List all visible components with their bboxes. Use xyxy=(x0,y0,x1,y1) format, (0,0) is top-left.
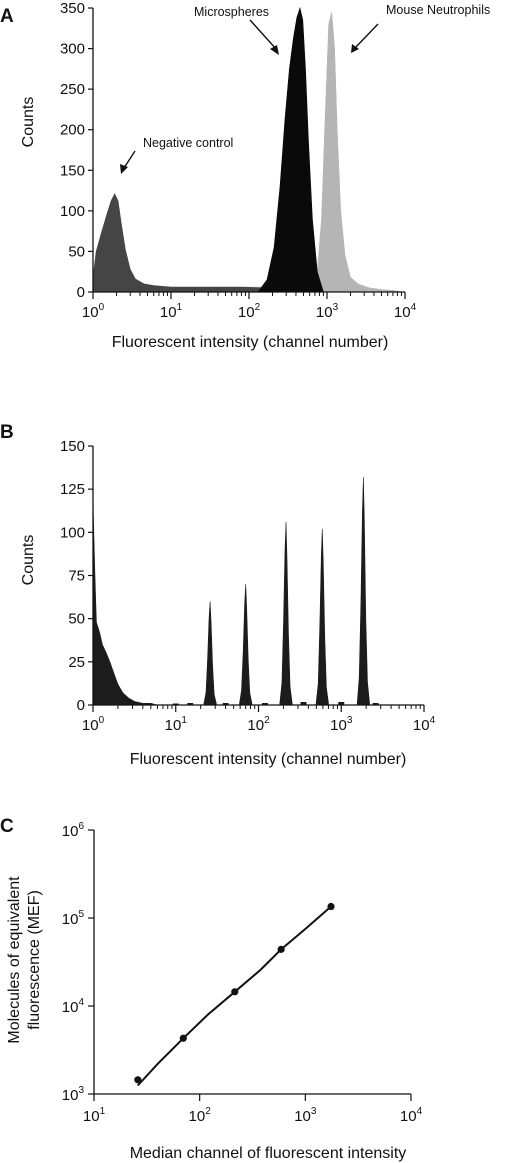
annotation-mouse-neutrophils: Mouse Neutrophils xyxy=(386,3,490,17)
y-tick-label: 250 xyxy=(60,81,85,98)
annotation-negative-control-arrowhead xyxy=(120,164,128,174)
y-tick-label: 350 xyxy=(60,0,85,17)
histogram-microspheres xyxy=(257,6,324,293)
y-tick-label: 50 xyxy=(68,611,85,628)
annotation-negative-control: Negative control xyxy=(143,136,233,150)
panel-b-series xyxy=(92,477,379,706)
calibration-point-5 xyxy=(327,902,335,911)
panel-c-series xyxy=(134,902,335,1087)
x-tick-label: 100 xyxy=(82,302,105,321)
baseline-noise-3 xyxy=(222,703,229,705)
y-tick-label: 104 xyxy=(62,997,85,1016)
panel-c-x-axis-title: Median channel of fluorescent intensity xyxy=(130,1145,407,1162)
annotation-mouse-neutrophils-arrowhead xyxy=(351,44,359,53)
x-tick-label: 101 xyxy=(160,302,183,321)
y-tick-label: 75 xyxy=(68,568,85,585)
y-tick-label: 150 xyxy=(60,438,85,455)
panel-b-axes: 0 25 50 75 100 125 150 100 101 102 103 104 xyxy=(60,438,436,734)
bead-peak-1 xyxy=(203,601,217,706)
panel-a-y-axis-title: Counts xyxy=(20,97,37,148)
x-tick-label: 102 xyxy=(189,1106,212,1125)
x-tick-label: 104 xyxy=(400,1106,423,1125)
panel-a-letter: A xyxy=(0,6,14,27)
y-tick-label: 0 xyxy=(77,697,85,714)
x-tick-label: 101 xyxy=(83,1106,106,1125)
panel-c-letter: C xyxy=(0,816,14,837)
panel-c-y-axis-title-line1: Molecules of equivalent xyxy=(6,876,23,1044)
x-tick-label: 103 xyxy=(316,302,339,321)
calibration-point-4 xyxy=(277,945,285,953)
histogram-negative-control xyxy=(92,193,263,293)
x-tick-label: 103 xyxy=(294,1106,317,1125)
baseline-noise-6 xyxy=(338,702,345,705)
panel-b-x-axis-title: Fluorescent intensity (channel number) xyxy=(130,751,407,768)
panel-c: C 103 104 105 106 101 102 103 104 Molecules of … xyxy=(0,816,423,1162)
annotation-mouse-neutrophils-arrow xyxy=(354,23,379,49)
panel-a-axes: 0 50 100 150 200 250 300 350 100 101 102 103 104 xyxy=(60,0,417,321)
x-tick-label: 104 xyxy=(394,302,417,321)
calibration-fit-line xyxy=(137,905,332,1087)
baseline-noise-4 xyxy=(262,703,269,705)
x-tick-label: 104 xyxy=(413,715,436,734)
x-tick-label: 102 xyxy=(247,715,270,734)
panel-b-letter: B xyxy=(0,422,14,443)
panel-a: A 0 50 100 150 200 250 300 350 100 101 102 103 104 C… xyxy=(0,0,490,351)
y-tick-label: 50 xyxy=(68,243,85,260)
annotation-microspheres-arrow xyxy=(249,19,278,51)
annotation-microspheres-arrowhead xyxy=(270,45,279,55)
panel-c-axes: 103 104 105 106 101 102 103 104 xyxy=(62,821,423,1125)
y-tick-label: 100 xyxy=(60,203,85,220)
y-tick-label: 125 xyxy=(60,481,85,498)
x-tick-label: 100 xyxy=(82,715,105,734)
baseline-noise-1 xyxy=(172,703,179,705)
bead-peak-3 xyxy=(279,521,293,706)
annotation-microspheres: Microspheres xyxy=(194,5,269,19)
y-tick-label: 300 xyxy=(60,41,85,58)
y-tick-label: 200 xyxy=(60,122,85,139)
bead-peak-5 xyxy=(356,477,370,706)
y-tick-label: 105 xyxy=(62,909,85,928)
panel-a-series xyxy=(92,6,404,293)
y-tick-label: 0 xyxy=(77,284,85,301)
y-tick-label: 100 xyxy=(60,524,85,541)
y-tick-label: 25 xyxy=(68,654,85,671)
bead-peak-4 xyxy=(315,528,329,706)
x-tick-label: 102 xyxy=(238,302,261,321)
y-tick-label: 106 xyxy=(62,821,85,840)
calibration-point-3 xyxy=(231,988,239,996)
y-tick-label: 150 xyxy=(60,162,85,179)
baseline-noise-2 xyxy=(187,703,194,705)
calibration-point-1 xyxy=(134,1076,142,1084)
y-tick-label: 103 xyxy=(62,1085,85,1104)
calibration-point-2 xyxy=(179,1034,187,1042)
x-tick-label: 101 xyxy=(165,715,188,734)
panel-c-y-axis-title-line2: fluorescence (MEF) xyxy=(26,890,43,1030)
panel-b: B 0 25 50 75 100 125 150 100 101 102 103 104 Counts… xyxy=(0,422,436,768)
histogram-negative-beads xyxy=(92,501,158,706)
annotation-negative-control-arrow xyxy=(123,150,136,169)
baseline-noise-7 xyxy=(372,703,379,705)
bead-peak-2 xyxy=(239,584,253,706)
panel-a-x-axis-title: Fluorescent intensity (channel number) xyxy=(112,334,389,351)
panel-b-y-axis-title: Counts xyxy=(20,535,37,586)
baseline-noise-5 xyxy=(300,702,307,705)
x-tick-label: 103 xyxy=(330,715,353,734)
